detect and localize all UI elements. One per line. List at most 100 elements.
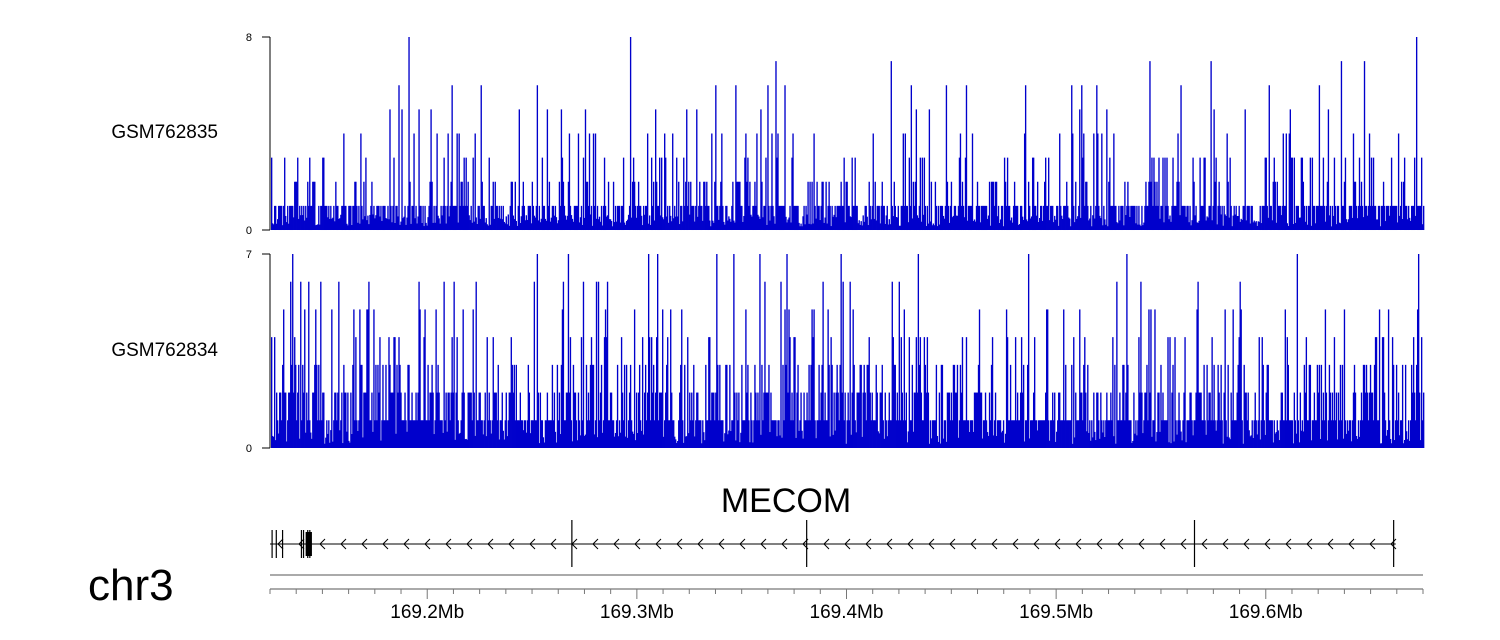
coverage-bar: [874, 181, 876, 230]
coverage-bar: [862, 392, 864, 448]
coverage-bar: [1245, 392, 1247, 448]
coverage-bar: [463, 392, 465, 448]
coverage-bar: [513, 364, 515, 448]
coverage-bar: [477, 420, 479, 448]
coverage-bar: [840, 254, 842, 448]
coverage-bar: [1355, 436, 1358, 448]
coverage-bar: [1151, 436, 1153, 448]
strand-arrow: [466, 538, 473, 550]
coverage-bar: [763, 205, 765, 231]
coverage-bar: [724, 224, 726, 230]
coverage-bar: [970, 420, 973, 448]
coverage-bar: [561, 157, 564, 231]
coverage-bar: [1142, 433, 1144, 448]
coverage-bar: [927, 223, 930, 230]
coverage-bar: [1061, 420, 1063, 448]
coverage-bar: [1019, 205, 1022, 231]
coverage-bar: [671, 392, 673, 448]
coverage-bar: [288, 392, 290, 448]
coverage-bar: [1338, 222, 1341, 230]
coverage-bar: [738, 392, 740, 448]
coverage-bar: [1153, 420, 1155, 448]
coverage-bar: [845, 443, 847, 448]
coverage-bar: [547, 420, 550, 448]
coverage-bar: [643, 392, 646, 448]
coverage-bar: [787, 219, 789, 230]
gene-label: MECOM: [721, 482, 851, 520]
coverage-bar: [1250, 435, 1252, 448]
coverage-bar: [300, 215, 302, 230]
coverage-bar: [1033, 205, 1036, 231]
coverage-bar: [687, 205, 689, 231]
coverage-bar: [511, 181, 513, 230]
coverage-bar: [298, 218, 300, 230]
coverage-bar: [1022, 219, 1025, 230]
coverage-bar: [273, 436, 275, 448]
coverage-bar: [836, 205, 838, 231]
coverage-bar: [589, 364, 592, 448]
y-axis-max-label-gsm762834: 7: [246, 249, 252, 261]
coverage-bar: [1308, 364, 1311, 448]
coverage-bar: [1396, 420, 1399, 448]
coverage-bar: [782, 364, 784, 448]
coverage-bar: [962, 205, 965, 231]
coverage-bar: [1315, 420, 1318, 448]
coverage-bar: [405, 420, 407, 448]
coverage-bar: [613, 222, 616, 230]
coverage-bar: [467, 181, 469, 230]
coverage-bar: [923, 157, 926, 231]
coverage-bar: [317, 420, 319, 448]
coverage-bar: [670, 215, 672, 230]
coverage-bar: [750, 392, 752, 448]
strand-arrow: [781, 538, 788, 550]
coverage-bar: [435, 309, 437, 448]
coverage-bar: [418, 281, 420, 448]
coverage-bar: [885, 215, 887, 230]
coverage-bar: [691, 392, 693, 448]
coverage-bar: [629, 37, 632, 230]
coverage-bar: [1343, 309, 1346, 448]
coverage-bar: [690, 420, 692, 448]
coverage-bar: [899, 420, 901, 448]
coverage-bar: [345, 205, 347, 231]
coverage-bar: [771, 420, 773, 448]
coverage-bar: [706, 420, 708, 448]
coverage-bar: [796, 392, 798, 448]
coverage-bar: [314, 364, 316, 448]
coverage-bar: [596, 437, 599, 448]
coverage-bar: [1236, 392, 1238, 448]
coverage-bar: [1282, 420, 1284, 448]
coverage-bar: [1232, 309, 1234, 448]
coverage-bar: [693, 364, 695, 448]
coverage-bar: [665, 157, 667, 231]
coverage-bar: [1176, 181, 1178, 230]
coverage-bar: [1410, 364, 1413, 448]
coverage-bar: [1192, 157, 1194, 231]
coverage-bar: [726, 205, 728, 231]
coverage-bar: [1163, 420, 1165, 448]
coverage-bar: [658, 420, 660, 448]
coverage-bar: [448, 216, 450, 230]
coverage-bar: [592, 133, 595, 230]
coverage-bar: [1236, 215, 1238, 230]
coverage-bar: [712, 392, 714, 448]
coverage-bar: [341, 392, 343, 448]
coverage-bar: [676, 157, 678, 231]
coverage-bar: [1401, 364, 1404, 448]
coverage-bar: [990, 364, 993, 448]
coverage-bar: [474, 435, 476, 448]
coverage-bar: [432, 392, 434, 448]
coverage-bar: [322, 392, 324, 448]
coverage-bar: [1381, 205, 1384, 231]
coverage-bar: [289, 205, 291, 231]
strand-arrow: [1096, 538, 1103, 550]
coverage-bar: [489, 420, 491, 448]
coverage-bar: [1000, 432, 1003, 448]
coverage-bar: [382, 364, 384, 448]
coverage-bar: [893, 181, 895, 230]
coverage-bar: [278, 433, 280, 448]
coverage-bar: [502, 430, 504, 448]
coverage-bar: [462, 309, 464, 448]
coverage-bar: [1011, 222, 1014, 230]
coverage-bar: [1114, 364, 1116, 448]
